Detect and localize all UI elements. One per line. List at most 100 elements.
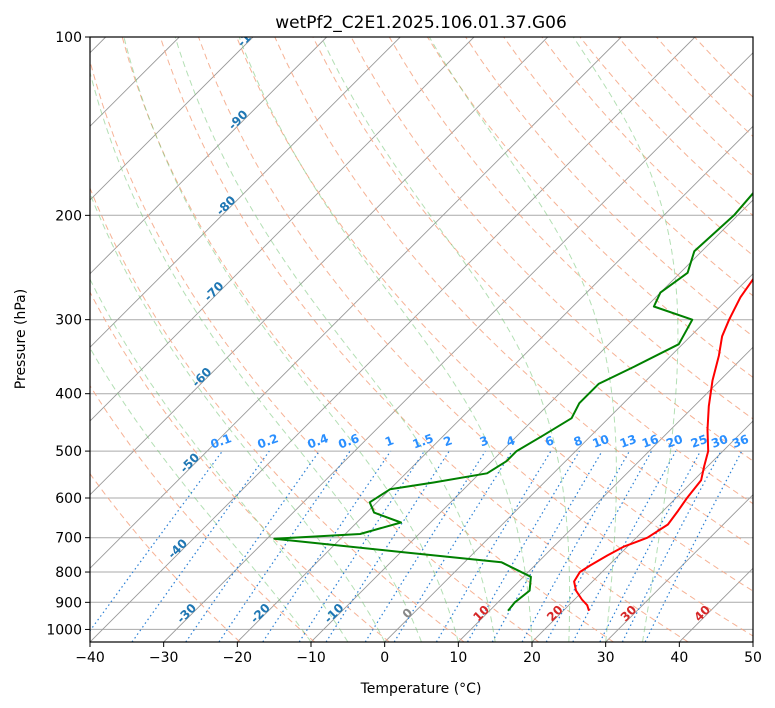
moist-adiabat: [320, 37, 571, 642]
mixing-ratio-line: [364, 450, 486, 642]
dry-adiabat: [656, 37, 753, 138]
mixing-ratio-label: 10: [590, 432, 610, 451]
moist-adiabat: [90, 192, 386, 642]
mixing-ratio-label: 16: [640, 432, 660, 451]
mixing-ratio-line: [298, 450, 425, 642]
mixing-ratio-line: [599, 450, 702, 642]
mixing-ratio-label: 1: [383, 433, 396, 449]
dry-adiabat: [465, 37, 753, 338]
y-tick-label: 800: [55, 565, 82, 581]
x-axis-label: Temperature (°C): [360, 681, 482, 697]
dry-adiabat: [90, 291, 390, 642]
isotherm-label: 0: [400, 605, 416, 621]
dry-adiabat: [694, 37, 753, 98]
dry-adiabat: [198, 37, 753, 637]
moist-adiabat: [572, 37, 679, 642]
y-tick-label: 400: [55, 387, 82, 403]
dry-adiabat: [90, 472, 241, 642]
isotherm-line: [90, 37, 401, 348]
isotherm-line: [90, 37, 696, 642]
x-tick-label: 30: [597, 650, 615, 666]
mixing-ratio-line: [572, 450, 677, 642]
isotherm-label: -100: [235, 19, 266, 50]
dry-adiabat: [503, 37, 753, 297]
y-tick-label: 300: [55, 313, 82, 329]
mixing-ratio-label: 3: [478, 433, 491, 449]
mixing-ratio-label: 2: [442, 433, 455, 449]
dry-adiabat: [90, 59, 540, 642]
isotherm-line: [90, 37, 328, 275]
temperature-profile-line: [573, 277, 753, 612]
mixing-ratio-label: 0.4: [306, 431, 331, 451]
isotherm-label: 20: [544, 603, 566, 625]
moist-adiabat: [174, 37, 496, 642]
mixing-ratio-label: 0.1: [209, 431, 234, 451]
isotherm-label: -70: [201, 279, 226, 304]
moist-adiabat: [428, 37, 617, 642]
dry-adiabat: [426, 37, 753, 378]
x-tick-label: −40: [75, 650, 105, 666]
mixing-ratio-label: 1.5: [411, 431, 436, 451]
y-axis-label: Pressure (hPa): [13, 289, 29, 389]
isotherm-line: [384, 273, 753, 642]
dewpoint-profile-line: [273, 191, 753, 612]
isotherm-line: [605, 494, 753, 642]
dry-adiabat: [236, 37, 753, 592]
isotherm-label: -20: [248, 601, 273, 626]
x-tick-label: −10: [296, 650, 326, 666]
axes: −40 −30 −20 −10 0 10 20 30 40 5010020030040050060…: [46, 30, 762, 666]
x-tick-label: 50: [744, 650, 762, 666]
y-tick-label: 700: [55, 531, 82, 547]
mixing-ratio-line: [466, 450, 580, 642]
profile-lines: [273, 191, 753, 612]
mixing-ratio-label: 13: [618, 432, 638, 451]
dry-adiabat: [90, 186, 465, 642]
isotherm-line: [752, 641, 753, 642]
dry-adiabat: [159, 37, 689, 642]
mixing-ratio-label: 36: [730, 432, 750, 451]
background-lines: [90, 37, 753, 642]
x-tick-label: −30: [149, 650, 179, 666]
mixing-ratio-label: 6: [543, 433, 556, 449]
isotherm-line: [90, 37, 254, 201]
moist-adiabat: [123, 37, 459, 642]
isotherm-label: 30: [618, 603, 640, 625]
dry-adiabat: [350, 37, 753, 462]
isotherm-line: [163, 52, 753, 642]
moist-adiabat: [238, 37, 533, 642]
isotherm-line: [90, 37, 475, 422]
mixing-ratio-line: [131, 450, 270, 642]
line-labels: 0.1 0.2 0.4 0.6 1 1.5 2 3 4 6 8 10 13 16 20 25 30 36-100-…: [165, 19, 751, 626]
mixing-ratio-line: [521, 450, 631, 642]
isotherm-label: -50: [177, 450, 202, 475]
mixing-ratio-label: 20: [664, 432, 684, 451]
x-tick-label: 20: [523, 650, 541, 666]
x-tick-label: 40: [670, 650, 688, 666]
x-tick-label: −20: [223, 650, 253, 666]
dry-adiabat: [90, 384, 316, 642]
mixing-ratio-line: [185, 450, 320, 642]
mixing-ratio-label: 25: [689, 432, 709, 451]
mixing-ratio-label: 30: [709, 432, 729, 451]
plot-frame: [89, 36, 754, 643]
y-tick-label: 500: [55, 444, 82, 460]
dry-adiabat: [541, 37, 753, 257]
moist-adiabat: [90, 278, 349, 642]
isotherm-label: -60: [189, 365, 214, 390]
y-tick-label: 900: [55, 595, 82, 611]
mixing-ratio-line: [262, 450, 392, 642]
isotherm-label: -80: [213, 193, 238, 218]
mixing-ratio-line: [90, 450, 223, 632]
dry-adiabat: [388, 37, 753, 420]
isotherm-line: [236, 125, 753, 642]
y-tick-label: 1000: [46, 622, 82, 638]
mixing-ratio-line: [325, 450, 450, 642]
mixing-ratio-label: 0.6: [336, 431, 361, 451]
isotherm-line: [531, 420, 753, 642]
isotherm-line: [678, 567, 753, 642]
isotherm-label: 40: [691, 603, 713, 625]
dry-adiabat: [274, 37, 753, 548]
dry-adiabat: [312, 37, 753, 505]
mixing-ratio-line: [218, 450, 351, 642]
